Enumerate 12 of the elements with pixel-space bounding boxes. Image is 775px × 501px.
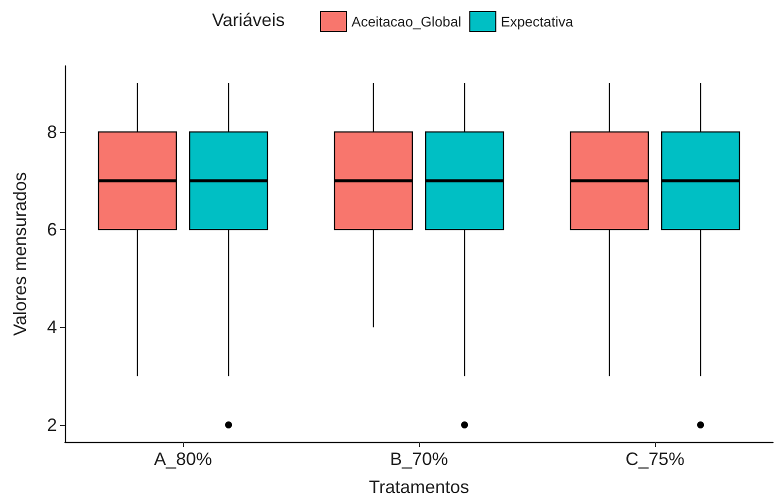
y-tick-label: 4 bbox=[46, 317, 57, 338]
y-tick-label: 2 bbox=[46, 414, 57, 435]
x-tick-label: A_80% bbox=[154, 449, 212, 469]
y-tick-label: 8 bbox=[46, 122, 57, 142]
x-axis-title: Tratamentos bbox=[368, 477, 470, 497]
legend-label: Aceitacao_Global bbox=[352, 14, 462, 30]
legend-title: Variáveis bbox=[212, 10, 285, 30]
x-tick-label: B_70% bbox=[390, 449, 448, 469]
y-tick-label: 6 bbox=[46, 220, 57, 240]
y-axis-title: Valores mensurados bbox=[10, 172, 30, 336]
legend-label: Expectativa bbox=[500, 14, 574, 30]
x-tick-label: C_75% bbox=[625, 449, 685, 469]
